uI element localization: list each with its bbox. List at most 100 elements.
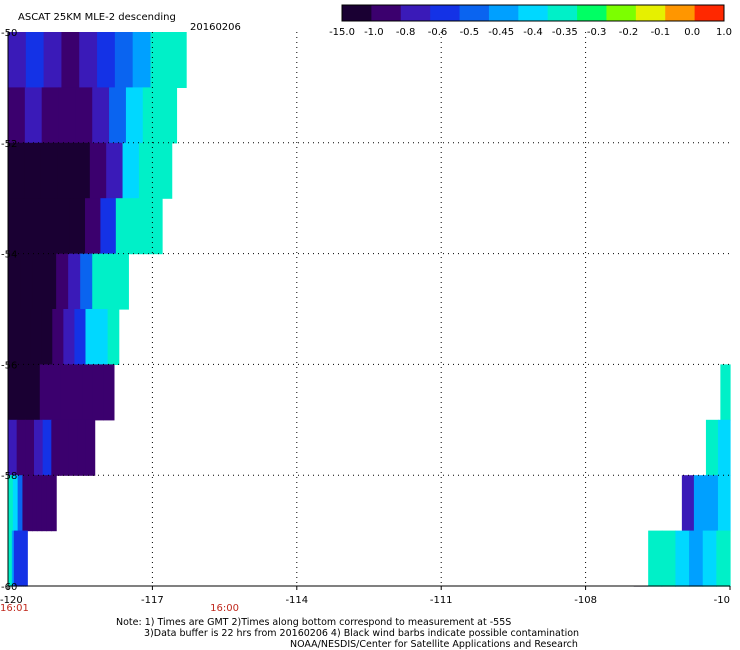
wind-cell bbox=[38, 198, 55, 255]
wind-cell bbox=[125, 87, 144, 144]
y-tick-label: -58 bbox=[1, 471, 17, 482]
colorbar-segment bbox=[342, 5, 372, 21]
wind-cell bbox=[54, 198, 71, 255]
wind-cell bbox=[132, 32, 152, 88]
wind-cell bbox=[155, 142, 173, 199]
wind-cell bbox=[106, 142, 124, 199]
wind-cell bbox=[22, 475, 28, 532]
wind-cell bbox=[69, 198, 86, 255]
wind-cell bbox=[17, 475, 24, 532]
wind-cell bbox=[104, 253, 117, 310]
wind-cell bbox=[59, 419, 70, 476]
wind-cell bbox=[23, 530, 26, 587]
wind-cell bbox=[79, 32, 98, 88]
wind-cell bbox=[8, 475, 14, 532]
wind-cell bbox=[12, 475, 19, 532]
wind-cell bbox=[689, 530, 704, 587]
wind-cell bbox=[146, 198, 163, 255]
wind-cell bbox=[43, 32, 63, 88]
wind-cell bbox=[32, 475, 38, 532]
wind-cell bbox=[57, 142, 75, 199]
y-tick-label: -54 bbox=[1, 250, 17, 261]
x-axis: -120 -117 -114 -111 -108 -10 bbox=[0, 586, 731, 606]
wind-cell bbox=[675, 530, 690, 587]
colorbar-segment bbox=[547, 5, 578, 21]
colorbar-border bbox=[341, 4, 725, 22]
wind-cell bbox=[77, 419, 87, 476]
colorbar-segment bbox=[694, 5, 725, 21]
wind-cell bbox=[107, 309, 120, 365]
wind-cell bbox=[16, 419, 26, 476]
wind-cell bbox=[8, 32, 27, 88]
wind-cell bbox=[720, 364, 731, 421]
wind-cell bbox=[8, 309, 20, 365]
wind-cell bbox=[21, 530, 25, 587]
colorbar-segment bbox=[459, 5, 490, 21]
wind-cell bbox=[85, 309, 98, 365]
wind-cell bbox=[103, 364, 115, 421]
wind-cell bbox=[39, 364, 51, 421]
wind-cell bbox=[138, 142, 156, 199]
wind-cell bbox=[85, 419, 96, 476]
wind-cell bbox=[131, 198, 148, 255]
wind-cell bbox=[58, 87, 76, 144]
x-tick-label: -111 bbox=[430, 595, 453, 606]
wind-cell bbox=[8, 198, 25, 255]
wind-cell bbox=[33, 419, 44, 476]
colorbar-segment bbox=[430, 5, 461, 21]
wind-cell bbox=[702, 530, 717, 587]
wind-cell bbox=[25, 530, 28, 587]
wind-cell bbox=[60, 364, 73, 421]
y-tick-label: -50 bbox=[1, 28, 17, 39]
wind-cell bbox=[51, 475, 57, 532]
wind-cell bbox=[96, 309, 109, 365]
wind-cell bbox=[716, 530, 731, 587]
wind-cell bbox=[19, 309, 31, 365]
wind-cell bbox=[109, 87, 127, 144]
wind-cell bbox=[52, 309, 64, 365]
wind-cell bbox=[44, 253, 57, 310]
x-tick-label: -114 bbox=[285, 595, 308, 606]
wind-cell bbox=[17, 530, 21, 587]
wind-cell bbox=[61, 32, 80, 88]
wind-cell bbox=[24, 87, 43, 144]
colorbar-segment bbox=[635, 5, 666, 21]
wind-cell bbox=[27, 475, 33, 532]
wind-cell bbox=[41, 475, 48, 532]
wind-cell bbox=[116, 253, 129, 310]
y-axis: -50 -52 -54 -56 -58 -60 bbox=[1, 28, 17, 593]
wind-cell bbox=[648, 530, 663, 587]
colorbar-label: -0.4 bbox=[523, 27, 543, 38]
wind-cell bbox=[11, 530, 15, 587]
wind-cell bbox=[705, 475, 719, 532]
wind-cell bbox=[20, 253, 33, 310]
colorbar-label: -0.1 bbox=[651, 27, 671, 38]
wind-cell bbox=[115, 198, 132, 255]
plot-frame bbox=[7, 32, 730, 587]
colorbar-label: -0.8 bbox=[396, 27, 416, 38]
wind-cell bbox=[51, 419, 61, 476]
x-tick-label: -10 bbox=[714, 595, 730, 606]
wind-cell bbox=[150, 32, 169, 88]
wind-cell bbox=[9, 530, 13, 587]
colorbar-label: -15.0 bbox=[329, 27, 355, 38]
colorbar-label: -0.2 bbox=[619, 27, 639, 38]
wind-cell bbox=[46, 475, 52, 532]
note-line-2: 3)Data buffer is 22 hrs from 20160206 4)… bbox=[144, 628, 580, 639]
x-tick-label: -117 bbox=[141, 595, 164, 606]
wind-cell bbox=[68, 419, 78, 476]
colorbar-segment bbox=[606, 5, 637, 21]
wind-cell bbox=[30, 309, 42, 365]
y-tick-label: -52 bbox=[1, 139, 17, 150]
colorbar-label: -1.0 bbox=[364, 27, 384, 38]
wind-cell bbox=[82, 364, 94, 421]
wind-cell bbox=[85, 198, 102, 255]
wind-cell bbox=[75, 87, 93, 144]
wind-swaths bbox=[8, 32, 731, 587]
wind-cell bbox=[56, 253, 69, 310]
wind-cell bbox=[8, 87, 26, 144]
wind-cell bbox=[693, 475, 707, 532]
wind-cell bbox=[92, 364, 104, 421]
swath-east bbox=[633, 364, 731, 587]
